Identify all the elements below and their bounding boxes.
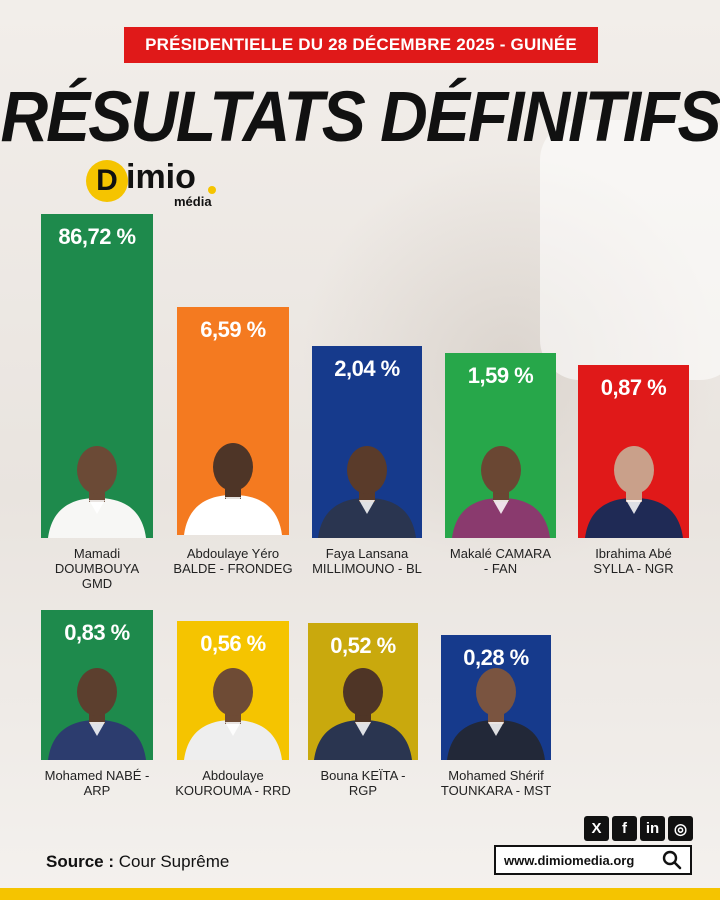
candidate-portrait-icon bbox=[314, 667, 412, 760]
candidate-label-line: MILLIMOUNO - BL bbox=[312, 561, 422, 576]
bar-3: 2,04 % bbox=[312, 346, 422, 538]
candidate-label-line: TOUNKARA - MST bbox=[440, 783, 552, 798]
facebook-icon[interactable]: f bbox=[612, 816, 637, 841]
candidate-portrait-icon bbox=[184, 442, 282, 535]
dimio-logo: D imio média bbox=[86, 158, 226, 210]
value-label: 0,87 % bbox=[600, 375, 667, 401]
candidate-label: Makalé CAMARA - FAN bbox=[435, 546, 566, 576]
candidate-label: Ibrahima Abé SYLLA - NGR bbox=[568, 546, 699, 576]
bar-8: 0,52 % bbox=[308, 622, 418, 760]
website-url[interactable]: www.dimiomedia.org bbox=[504, 852, 635, 868]
candidate-label-line: Abdoulaye Yéro bbox=[186, 546, 280, 561]
candidate-label-line: SYLLA - NGR bbox=[593, 561, 674, 576]
candidate-label: Abdoulaye Yéro BALDE - FRONDEG bbox=[167, 546, 299, 576]
bar-4: 1,59 % bbox=[445, 352, 556, 538]
value-label: 86,72 % bbox=[58, 224, 136, 249]
candidate-portrait-icon bbox=[48, 446, 146, 538]
bar-9: 0,28 % bbox=[441, 634, 551, 760]
candidate-label-line: Mamadi bbox=[73, 546, 121, 561]
footer-stripe bbox=[0, 888, 720, 900]
candidate-label-line: DOUMBOUYA bbox=[54, 561, 140, 576]
candidate-label: Abdoulaye KOUROUMA - RRD bbox=[167, 768, 299, 798]
page-title: RÉSULTATS DÉFINITIFS bbox=[0, 76, 720, 156]
background-hand-shape bbox=[540, 120, 720, 380]
candidate-portrait-icon bbox=[451, 445, 550, 538]
value-label: 0,52 % bbox=[330, 632, 396, 658]
value-label: 1,59 % bbox=[467, 362, 534, 388]
bar-7: 0,56 % bbox=[177, 621, 289, 760]
candidate-label: Bouna KEÏTA - RGP bbox=[298, 768, 428, 798]
logo-word: imio bbox=[126, 158, 196, 196]
candidate-portrait-icon bbox=[584, 445, 683, 538]
value-label: 0,28 % bbox=[463, 644, 529, 670]
candidate-label-line: RGP bbox=[348, 783, 378, 798]
candidate-label-line: Makalé CAMARA bbox=[449, 546, 552, 561]
candidate-label-line: Mohamed Shérif bbox=[448, 768, 544, 783]
source-line: Source : Cour Suprême bbox=[46, 852, 229, 872]
website-box[interactable]: www.dimiomedia.org bbox=[494, 845, 692, 875]
bar-5: 0,87 % bbox=[578, 365, 689, 538]
candidate-portrait-icon bbox=[48, 668, 146, 760]
candidate-label-line: Mohamed NABÉ - bbox=[44, 768, 150, 783]
value-label: 6,59 % bbox=[200, 317, 266, 343]
bar-1: 86,72 % bbox=[41, 214, 153, 538]
value-label: 0,83 % bbox=[64, 620, 130, 645]
linkedin-icon[interactable]: in bbox=[640, 816, 665, 841]
source-value: Cour Suprême bbox=[114, 852, 230, 871]
candidate-portrait-icon bbox=[184, 667, 282, 760]
candidate-label-line: Ibrahima Abé bbox=[595, 546, 672, 561]
candidate-label-line: Faya Lansana bbox=[325, 546, 409, 561]
election-banner: PRÉSIDENTIELLE DU 28 DÉCEMBRE 2025 - GUI… bbox=[124, 27, 598, 63]
candidate-label-line: Abdoulaye bbox=[202, 768, 264, 783]
candidate-label: Mohamed Shérif TOUNKARA - MST bbox=[431, 768, 561, 798]
candidate-label-line: ARP bbox=[83, 783, 111, 798]
candidate-label-line: KOUROUMA - RRD bbox=[175, 783, 291, 798]
candidate-portrait-icon bbox=[447, 667, 545, 760]
candidate-label: Mamadi DOUMBOUYA GMD bbox=[31, 546, 163, 591]
candidate-label-line: Bouna KEÏTA - bbox=[320, 768, 406, 783]
logo-subtitle: média bbox=[174, 194, 212, 209]
candidate-label: Mohamed NABÉ - ARP bbox=[31, 768, 163, 798]
candidate-portrait-icon bbox=[318, 445, 416, 538]
candidate-label-line: - FAN bbox=[483, 561, 518, 576]
logo-dot-icon bbox=[208, 186, 216, 194]
source-label: Source : bbox=[46, 852, 115, 871]
x-icon[interactable]: X bbox=[584, 816, 609, 841]
value-label: 0,56 % bbox=[200, 631, 266, 657]
value-label: 2,04 % bbox=[334, 356, 400, 382]
instagram-icon[interactable]: ◎ bbox=[668, 816, 693, 841]
candidate-label-line: BALDE - FRONDEG bbox=[173, 561, 293, 576]
social-links: X f in ◎ bbox=[584, 816, 693, 841]
candidate-label: Faya Lansana MILLIMOUNO - BL bbox=[302, 546, 432, 576]
candidate-label-line: GMD bbox=[81, 576, 113, 591]
search-icon bbox=[662, 850, 682, 870]
bar-2: 6,59 % bbox=[177, 307, 289, 535]
logo-letter: D bbox=[86, 160, 128, 202]
bar-6: 0,83 % bbox=[41, 610, 153, 760]
